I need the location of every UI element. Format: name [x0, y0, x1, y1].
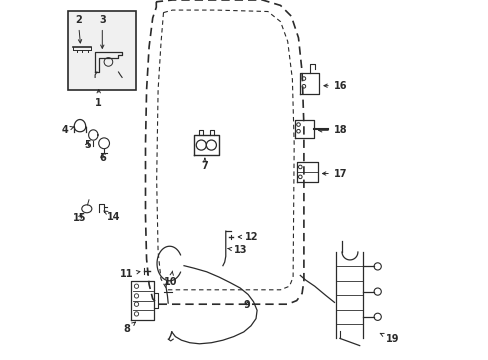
- Text: 7: 7: [201, 158, 208, 171]
- Text: 3: 3: [99, 15, 105, 48]
- Text: 2: 2: [75, 15, 81, 43]
- Text: 16: 16: [324, 81, 346, 91]
- Text: 10: 10: [163, 271, 177, 287]
- Text: 12: 12: [238, 232, 258, 242]
- Text: 18: 18: [318, 125, 346, 135]
- Text: 14: 14: [104, 211, 120, 222]
- Text: 9: 9: [244, 300, 250, 310]
- Text: 8: 8: [123, 322, 135, 334]
- Text: 19: 19: [379, 333, 398, 344]
- Text: 1: 1: [95, 90, 102, 108]
- Text: 4: 4: [62, 125, 74, 135]
- FancyBboxPatch shape: [68, 11, 136, 90]
- Text: 11: 11: [120, 269, 140, 279]
- Text: 6: 6: [99, 153, 105, 163]
- Text: 15: 15: [73, 213, 86, 223]
- Text: 5: 5: [83, 140, 90, 150]
- Text: 17: 17: [322, 168, 346, 179]
- Text: 13: 13: [227, 245, 247, 255]
